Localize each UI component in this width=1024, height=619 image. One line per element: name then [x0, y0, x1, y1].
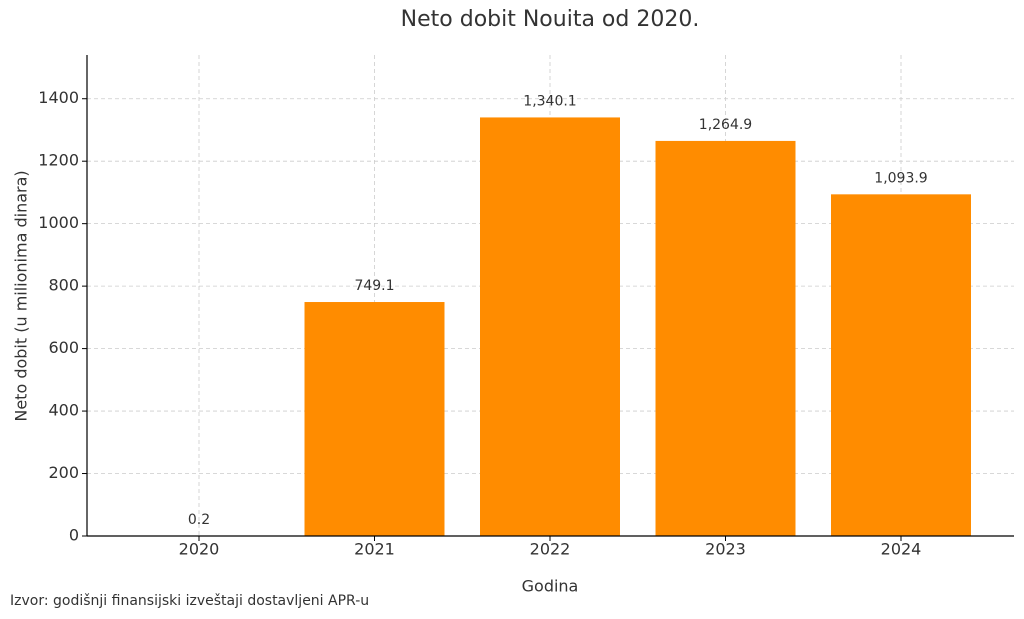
bar — [304, 302, 445, 536]
y-tick-label: 200 — [48, 463, 79, 482]
y-tick-label: 400 — [48, 401, 79, 420]
x-tick-label: 2022 — [530, 540, 571, 559]
value-label: 0.2 — [188, 512, 210, 528]
y-tick-label: 600 — [48, 338, 79, 357]
value-label: 1,340.1 — [523, 93, 576, 109]
value-label: 749.1 — [354, 278, 394, 294]
value-label: 1,264.9 — [699, 117, 752, 133]
y-tick-label: 800 — [48, 276, 79, 295]
bar — [831, 194, 971, 536]
source-note: Izvor: godišnji finansijski izveštaji do… — [10, 593, 369, 609]
value-label: 1,093.9 — [874, 170, 927, 186]
y-axis-label: Neto dobit (u milionima dinara) — [12, 170, 31, 421]
chart-title: Neto dobit Nouita od 2020. — [401, 7, 700, 32]
x-axis-label: Godina — [522, 577, 579, 596]
x-tick-label: 2023 — [705, 540, 746, 559]
y-tick-label: 1000 — [38, 213, 79, 232]
x-tick-label: 2024 — [881, 540, 922, 559]
x-tick-label: 2021 — [354, 540, 395, 559]
bar — [655, 140, 796, 537]
y-tick-label: 1400 — [38, 88, 79, 107]
y-tick-label: 0 — [69, 526, 79, 545]
y-tick-label: 1200 — [38, 151, 79, 170]
x-tick-label: 2020 — [179, 540, 220, 559]
bar — [480, 117, 620, 536]
